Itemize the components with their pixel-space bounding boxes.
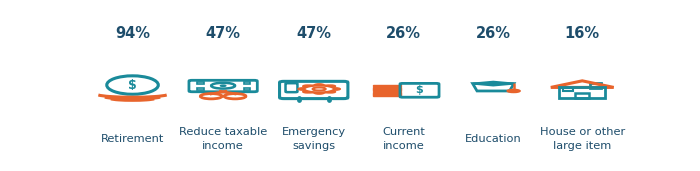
Polygon shape xyxy=(473,82,514,86)
Bar xyxy=(559,87,605,98)
Ellipse shape xyxy=(314,84,324,86)
Bar xyxy=(373,92,401,94)
Ellipse shape xyxy=(326,85,335,87)
Text: 47%: 47% xyxy=(296,26,331,41)
Ellipse shape xyxy=(314,92,324,94)
Circle shape xyxy=(507,89,520,93)
Bar xyxy=(373,85,401,86)
Bar xyxy=(373,89,401,91)
Bar xyxy=(575,93,589,98)
Ellipse shape xyxy=(326,91,335,93)
Text: Current
income: Current income xyxy=(382,127,425,151)
Text: 26%: 26% xyxy=(476,26,511,41)
Ellipse shape xyxy=(303,85,312,87)
Bar xyxy=(373,87,401,89)
Text: Education: Education xyxy=(465,134,522,144)
Bar xyxy=(564,88,573,91)
Text: $: $ xyxy=(416,85,423,95)
Ellipse shape xyxy=(303,91,312,93)
Text: House or other
large item: House or other large item xyxy=(540,127,625,151)
Text: 26%: 26% xyxy=(386,26,421,41)
Bar xyxy=(373,94,401,96)
Text: Retirement: Retirement xyxy=(101,134,164,144)
Ellipse shape xyxy=(298,88,308,90)
Ellipse shape xyxy=(330,88,340,90)
Text: Emergency
savings: Emergency savings xyxy=(281,127,346,151)
Bar xyxy=(590,83,601,88)
Text: Reduce taxable
income: Reduce taxable income xyxy=(179,127,267,151)
Text: 94%: 94% xyxy=(115,26,150,41)
Text: 16%: 16% xyxy=(565,26,600,41)
Text: 47%: 47% xyxy=(206,26,241,41)
Circle shape xyxy=(304,85,335,93)
Circle shape xyxy=(220,85,226,86)
Text: $: $ xyxy=(128,78,137,91)
